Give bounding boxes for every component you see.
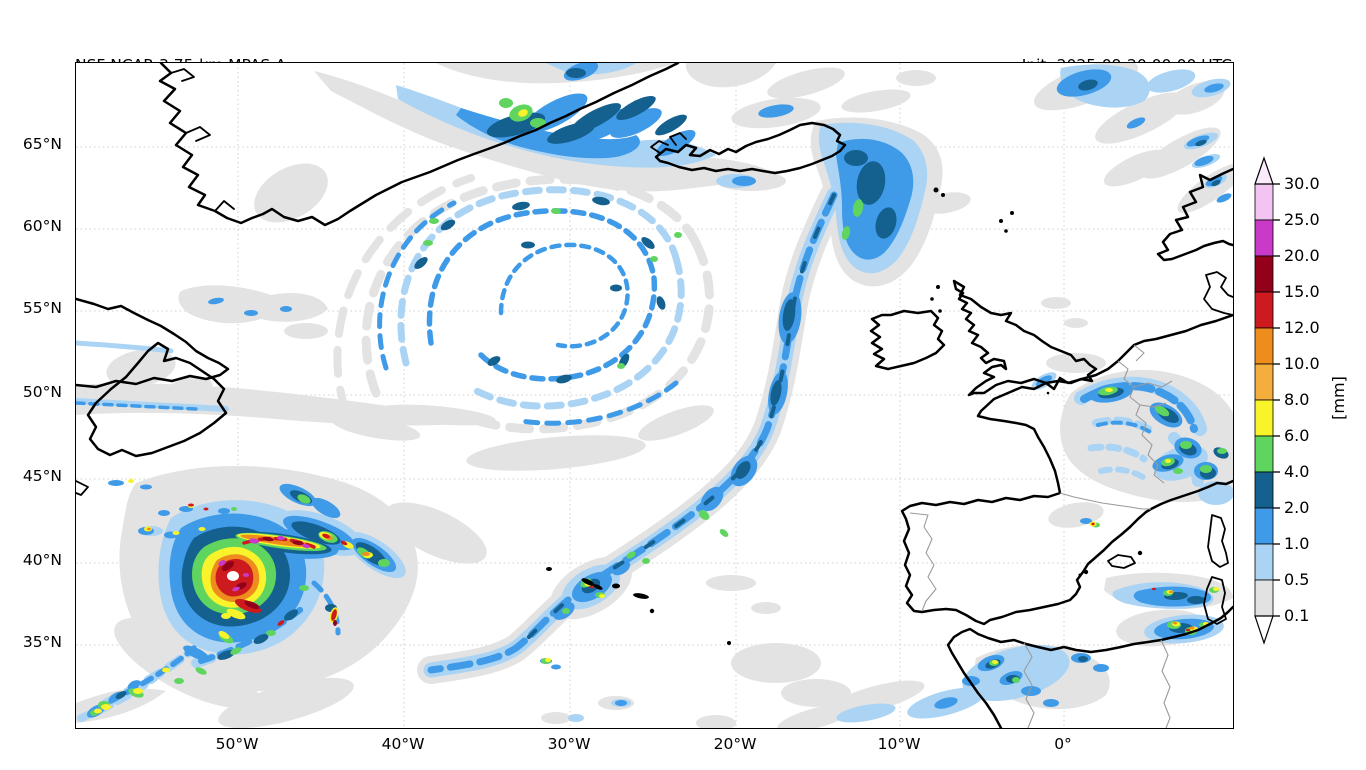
- y-tick-label: 35°N: [22, 633, 62, 651]
- map-canvas: [76, 63, 1233, 728]
- colorbar-tick-label: 1.0: [1284, 534, 1310, 553]
- madeira-island: [727, 641, 731, 645]
- morocco-algeria-border: [1023, 642, 1035, 728]
- colorbar-svg: [1254, 156, 1280, 645]
- country-borders: [909, 344, 1173, 728]
- colorbar-tick-label: 15.0: [1284, 282, 1320, 301]
- algeria-east-border: [1160, 639, 1171, 728]
- sardinia-coast: [1203, 576, 1227, 625]
- colorbar-tick-label: 10.0: [1284, 354, 1320, 373]
- france-east-border: [1117, 360, 1165, 484]
- x-tick-label: 10°W: [877, 735, 921, 753]
- y-tick-label: 65°N: [22, 135, 62, 153]
- colorbar-tick-label: 30.0: [1284, 174, 1320, 193]
- colorbar-unit-label: [mm]: [1328, 376, 1348, 420]
- x-tick-label: 50°W: [215, 735, 259, 753]
- channel-island: [1046, 391, 1050, 395]
- colorbar-tick-label: 2.0: [1284, 498, 1310, 517]
- coastlines: [76, 63, 1233, 728]
- greenland-fjords: [170, 68, 235, 212]
- spain-france-border: [1059, 492, 1151, 510]
- great-britain-coast: [952, 279, 1098, 397]
- y-tick-label: 55°N: [22, 299, 62, 317]
- norway-coast: [1156, 167, 1233, 262]
- menorca-island: [1137, 550, 1143, 556]
- x-tick-label: 40°W: [381, 735, 425, 753]
- x-tick-label: 20°W: [713, 735, 757, 753]
- faroe-islands: [933, 187, 939, 193]
- precip-dark-red-layer: [221, 536, 337, 626]
- denmark-coast: [1203, 271, 1233, 316]
- belgium-germany-border: [1133, 344, 1173, 408]
- corsica-coast: [1207, 514, 1229, 568]
- labrador-coast: [76, 297, 230, 389]
- map-plot: [75, 62, 1234, 729]
- y-tick-label: 45°N: [22, 467, 62, 485]
- hurricane-eye: [227, 571, 239, 581]
- colorbar-tick-label: 25.0: [1284, 210, 1320, 229]
- colorbar-tick-label: 20.0: [1284, 246, 1320, 265]
- x-tick-label: 0°: [1054, 735, 1072, 753]
- mallorca-coast: [1107, 554, 1136, 569]
- hebrides-islands: [936, 285, 940, 289]
- ireland-coast: [869, 309, 946, 371]
- iceland-coast: [654, 121, 847, 175]
- y-tick-label: 50°N: [22, 383, 62, 401]
- precip-magenta-layer: [218, 535, 310, 592]
- y-tick-label: 40°N: [22, 551, 62, 569]
- y-tick-label: 60°N: [22, 217, 62, 235]
- azores-islands: [546, 567, 552, 571]
- cape-breton-coast: [76, 480, 89, 496]
- x-tick-label: 30°W: [547, 735, 591, 753]
- small-islands: [546, 187, 1143, 645]
- greenland-coast: [158, 63, 680, 227]
- newfoundland-coast: [86, 341, 228, 458]
- colorbar-tick-label: 0.5: [1284, 570, 1310, 589]
- iceland-west-fjords: [650, 132, 687, 154]
- colorbar-tick-label: 8.0: [1284, 390, 1310, 409]
- colorbar-tick-label: 0.1: [1284, 606, 1310, 625]
- shetland-islands: [1010, 211, 1014, 215]
- europe-atlantic-coast: [900, 313, 1233, 626]
- portugal-spain-border: [909, 512, 937, 612]
- africa-coast: [946, 605, 1233, 728]
- colorbar-tick-label: 6.0: [1284, 426, 1310, 445]
- colorbar-tick-label: 12.0: [1284, 318, 1320, 337]
- ibiza-island: [1083, 569, 1089, 575]
- colorbar-tick-label: 4.0: [1284, 462, 1310, 481]
